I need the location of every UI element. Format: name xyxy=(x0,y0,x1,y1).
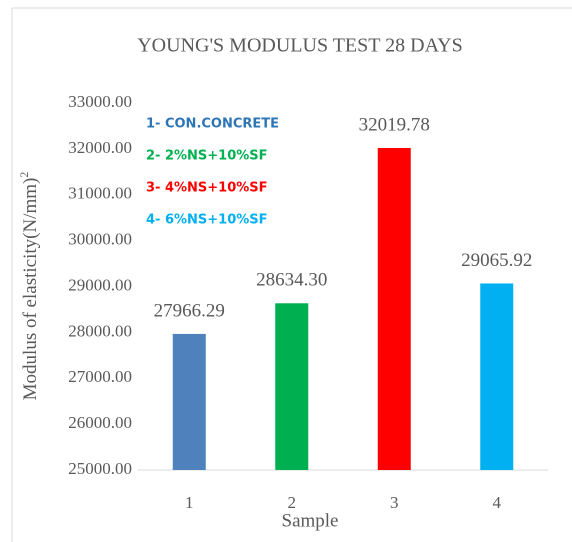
y-tick-label: 25000.00 xyxy=(68,459,132,478)
y-tick-label: 32000.00 xyxy=(68,138,132,157)
data-label: 28634.30 xyxy=(256,270,327,291)
bar xyxy=(377,147,411,470)
x-axis-label: Sample xyxy=(282,510,339,531)
y-tick-label: 27000.00 xyxy=(68,367,132,386)
x-tick-label: 4 xyxy=(493,493,502,512)
x-tick-label: 3 xyxy=(390,493,399,512)
y-tick-label: 31000.00 xyxy=(68,184,132,203)
chart-frame xyxy=(11,7,572,542)
y-axis-label-group: Modulus of elasticity(N/mm)2 xyxy=(17,172,42,401)
bar xyxy=(172,333,206,470)
y-axis-label-main: Modulus of elasticity(N/mm) xyxy=(20,178,41,401)
bar xyxy=(275,303,309,470)
annotation: 4- 6%NS+10%SF xyxy=(146,213,268,228)
x-tick-label: 1 xyxy=(185,493,194,512)
y-axis-label-sup: 2 xyxy=(17,172,31,178)
data-label: 32019.78 xyxy=(359,114,430,135)
y-tick-label: 29000.00 xyxy=(68,275,132,294)
y-tick-label: 26000.00 xyxy=(68,413,132,432)
x-tick-label: 2 xyxy=(288,493,297,512)
annotation: 1- CON.CONCRETE xyxy=(146,117,279,132)
annotation: 3- 4%NS+10%SF xyxy=(146,181,268,196)
data-label: 29065.92 xyxy=(461,250,532,271)
y-axis-label: Modulus of elasticity(N/mm)2 xyxy=(17,172,42,401)
bar xyxy=(480,283,514,470)
chart-title: YOUNG'S MODULUS TEST 28 DAYS xyxy=(137,35,463,57)
data-label: 27966.29 xyxy=(154,300,225,321)
y-tick-label: 28000.00 xyxy=(68,321,132,340)
y-tick-label: 30000.00 xyxy=(68,230,132,249)
annotation: 2- 2%NS+10%SF xyxy=(146,149,268,164)
y-tick-label: 33000.00 xyxy=(68,92,132,111)
